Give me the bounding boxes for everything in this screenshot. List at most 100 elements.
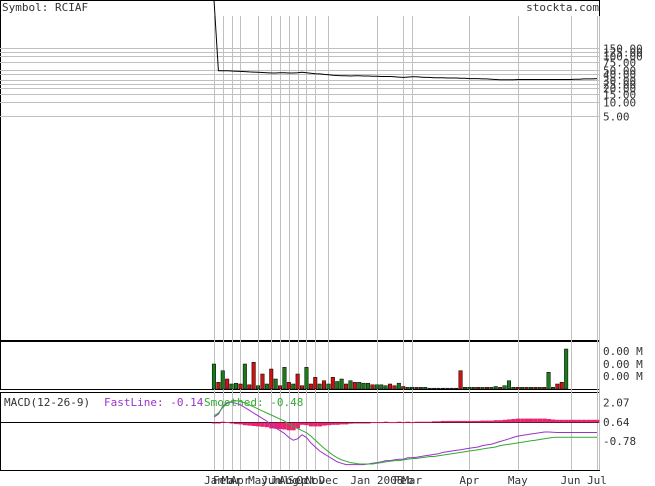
volume-bar [392, 385, 397, 390]
price-y-tick-label: 5.00 [603, 111, 630, 124]
macd-histogram-bar [555, 419, 560, 423]
volume-bar [471, 387, 476, 390]
macd-histogram-bar [489, 420, 494, 423]
volume-bar [366, 382, 371, 390]
x-tick-label: Mar [222, 474, 242, 486]
volume-bar [238, 383, 243, 390]
macd-histogram-bar [414, 421, 419, 423]
x-tick-label: Nov [305, 474, 325, 486]
volume-bar [520, 387, 525, 390]
price-panel-frame [0, 0, 600, 341]
macd-histogram-bar [573, 419, 578, 423]
x-tick-label: Mar [402, 474, 422, 486]
macd-histogram-bar [590, 419, 595, 423]
macd-histogram-bar [410, 422, 415, 424]
volume-bar [410, 387, 415, 390]
macd-histogram-bar [313, 422, 318, 427]
volume-bar [484, 387, 489, 390]
volume-bar [401, 386, 406, 390]
macd-histogram-bar [229, 422, 234, 424]
macd-histogram-bar [568, 419, 573, 423]
macd-histogram-bar [445, 420, 450, 423]
volume-bar [229, 383, 234, 390]
macd-histogram-bar [458, 420, 463, 423]
macd-histogram-bar [581, 419, 587, 423]
macd-histogram-bar [366, 422, 371, 424]
x-tick-label: May [248, 474, 268, 486]
volume-bar [374, 384, 379, 390]
volume-bar [264, 383, 269, 390]
volume-bar [489, 387, 494, 390]
volume-bar [211, 363, 216, 390]
macd-histogram-bar [427, 421, 433, 423]
volume-bar [286, 382, 291, 390]
macd-histogram-bar [511, 419, 516, 423]
x-tick-label: Jul [270, 474, 290, 486]
volume-bar [555, 383, 560, 390]
macd-histogram-bar [462, 420, 468, 423]
macd-histogram-bar [339, 422, 345, 425]
macd-y-tick-label: 0.64 [603, 416, 630, 429]
price-y-tick-label: 15.00 [603, 89, 636, 102]
macd-y-tick-label: -0.78 [603, 435, 636, 448]
macd-histogram-bar [467, 420, 472, 423]
volume-bar [454, 387, 459, 390]
volume-y-tick-label: 0.00 M [603, 345, 643, 358]
macd-histogram-bar [295, 422, 300, 429]
macd-histogram-bar [502, 419, 507, 423]
price-y-tick-label: 100.00 [603, 51, 643, 64]
macd-histogram-bar [507, 419, 512, 423]
macd-fast-line [213, 401, 597, 466]
x-tick-label: Jun [561, 474, 581, 486]
volume-bar [528, 387, 533, 390]
volume-bar [502, 385, 507, 390]
volume-bar [326, 383, 331, 390]
macd-histogram-bar [515, 418, 521, 423]
volume-bar [511, 387, 516, 390]
macd-histogram-bar [278, 422, 283, 430]
macd-histogram-bar [542, 418, 547, 423]
volume-bar [348, 380, 353, 390]
volume-bar [493, 386, 498, 390]
volume-bar [317, 383, 322, 390]
macd-smoothed-line [213, 400, 597, 465]
macd-histogram-bar [300, 422, 305, 425]
macd-histogram-bar [432, 421, 437, 423]
macd-histogram-bar [322, 422, 327, 426]
volume-bar [533, 387, 538, 390]
volume-bar [304, 367, 309, 390]
price-y-tick-label: 10.00 [603, 97, 636, 110]
macd-histogram-bar [418, 421, 424, 423]
macd-histogram-bar [286, 422, 292, 431]
macd-histogram-bar [216, 422, 221, 424]
volume-bar [515, 387, 520, 390]
macd-histogram-bar [533, 418, 538, 423]
macd-histogram-bar [273, 422, 278, 429]
price-y-tick-label: 40.00 [603, 69, 636, 82]
macd-histogram-bar [251, 422, 256, 426]
x-tick-label: Jul [587, 474, 607, 486]
volume-bar [335, 381, 340, 390]
volume-bar [480, 387, 485, 390]
macd-fast-label: FastLine: -0.14 [104, 396, 204, 409]
macd-histogram-bar [242, 422, 248, 426]
volume-bar [357, 382, 362, 390]
macd-histogram-bar [234, 422, 239, 425]
volume-bar [542, 387, 547, 390]
macd-histogram-bar [238, 422, 243, 425]
volume-bar [300, 385, 305, 390]
volume-bar [251, 362, 256, 390]
volume-bar [462, 387, 467, 390]
macd-histogram-bar [396, 421, 402, 423]
volume-bar [339, 378, 344, 390]
macd-histogram-bar [383, 421, 389, 423]
macd-histogram-bar [405, 421, 411, 423]
x-tick-label: Oct [296, 474, 316, 486]
macd-histogram-bar [374, 422, 380, 424]
macd-histogram-bar [401, 422, 406, 424]
macd-y-tick-label: 2.07 [603, 396, 630, 409]
macd-histogram-bar [370, 422, 375, 424]
macd-histogram-bar [225, 422, 230, 423]
macd-histogram-bar [352, 422, 358, 424]
macd-histogram-bar [546, 419, 551, 423]
